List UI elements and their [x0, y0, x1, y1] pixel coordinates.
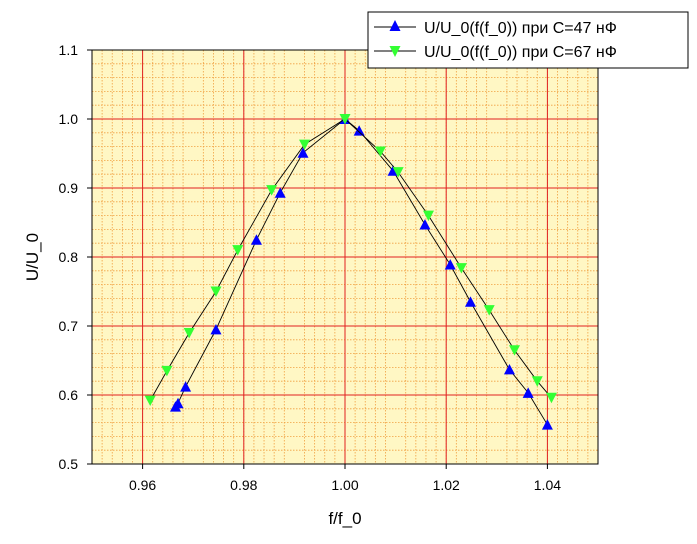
data-point: [210, 286, 222, 297]
legend: U/U_0(f(f_0)) при C=47 нФ U/U_0(f(f_0)) …: [367, 11, 689, 69]
data-point: [522, 387, 534, 398]
y-tick-label: 0.7: [59, 318, 79, 334]
legend-box: [367, 11, 689, 69]
y-tick-label: 0.8: [59, 249, 79, 265]
data-point: [210, 323, 222, 335]
data-point: [339, 114, 351, 125]
y-axis-label: U/U_0: [23, 233, 42, 281]
legend-label-1: U/U_0(f(f_0)) при C=47 нФ: [424, 20, 617, 37]
data-point: [274, 187, 286, 198]
data-point: [161, 365, 173, 377]
data-point: [545, 392, 557, 404]
y-tick-label: 1.1: [59, 42, 79, 58]
data-point: [464, 296, 476, 307]
data-point: [392, 167, 404, 178]
legend-marker-1: [389, 20, 401, 31]
series-layer: [144, 113, 557, 430]
y-tick-label: 0.6: [59, 387, 79, 403]
data-point: [266, 185, 278, 196]
x-tick-label: 1.02: [433, 477, 460, 493]
data-point: [172, 397, 184, 409]
x-tick-label: 1.00: [331, 477, 358, 493]
data-point: [455, 263, 467, 274]
data-point: [483, 305, 495, 316]
data-point: [144, 395, 156, 407]
data-point: [509, 345, 521, 356]
data-point: [297, 147, 309, 158]
x-tick-label: 1.04: [534, 477, 561, 493]
data-point: [180, 381, 192, 392]
data-point: [353, 125, 365, 136]
x-axis: 0.96 0.98 1.00 1.02 1.04: [129, 464, 561, 493]
data-point: [541, 419, 553, 430]
series-line: [149, 118, 552, 401]
series-2: [144, 114, 557, 407]
data-point: [183, 327, 195, 339]
data-point: [503, 363, 515, 375]
data-point: [374, 146, 386, 157]
y-axis: 0.5 0.6 0.7 0.8 0.9 1.0 1.1: [59, 42, 92, 472]
series-line: [175, 118, 548, 425]
legend-marker-2: [389, 46, 401, 57]
data-point: [444, 259, 456, 270]
y-tick-label: 1.0: [59, 111, 79, 127]
data-point: [422, 210, 434, 222]
data-point: [419, 219, 431, 230]
legend-label-2: U/U_0(f(f_0)) при C=67 нФ: [424, 44, 617, 61]
x-tick-label: 0.96: [129, 477, 156, 493]
x-axis-label: f/f_0: [328, 509, 361, 528]
data-point: [250, 234, 262, 245]
data-point: [232, 245, 244, 256]
data-point: [299, 139, 311, 151]
x-tick-label: 0.98: [230, 477, 257, 493]
data-point: [531, 376, 543, 387]
y-tick-label: 0.9: [59, 180, 79, 196]
y-tick-label: 0.5: [59, 456, 79, 472]
